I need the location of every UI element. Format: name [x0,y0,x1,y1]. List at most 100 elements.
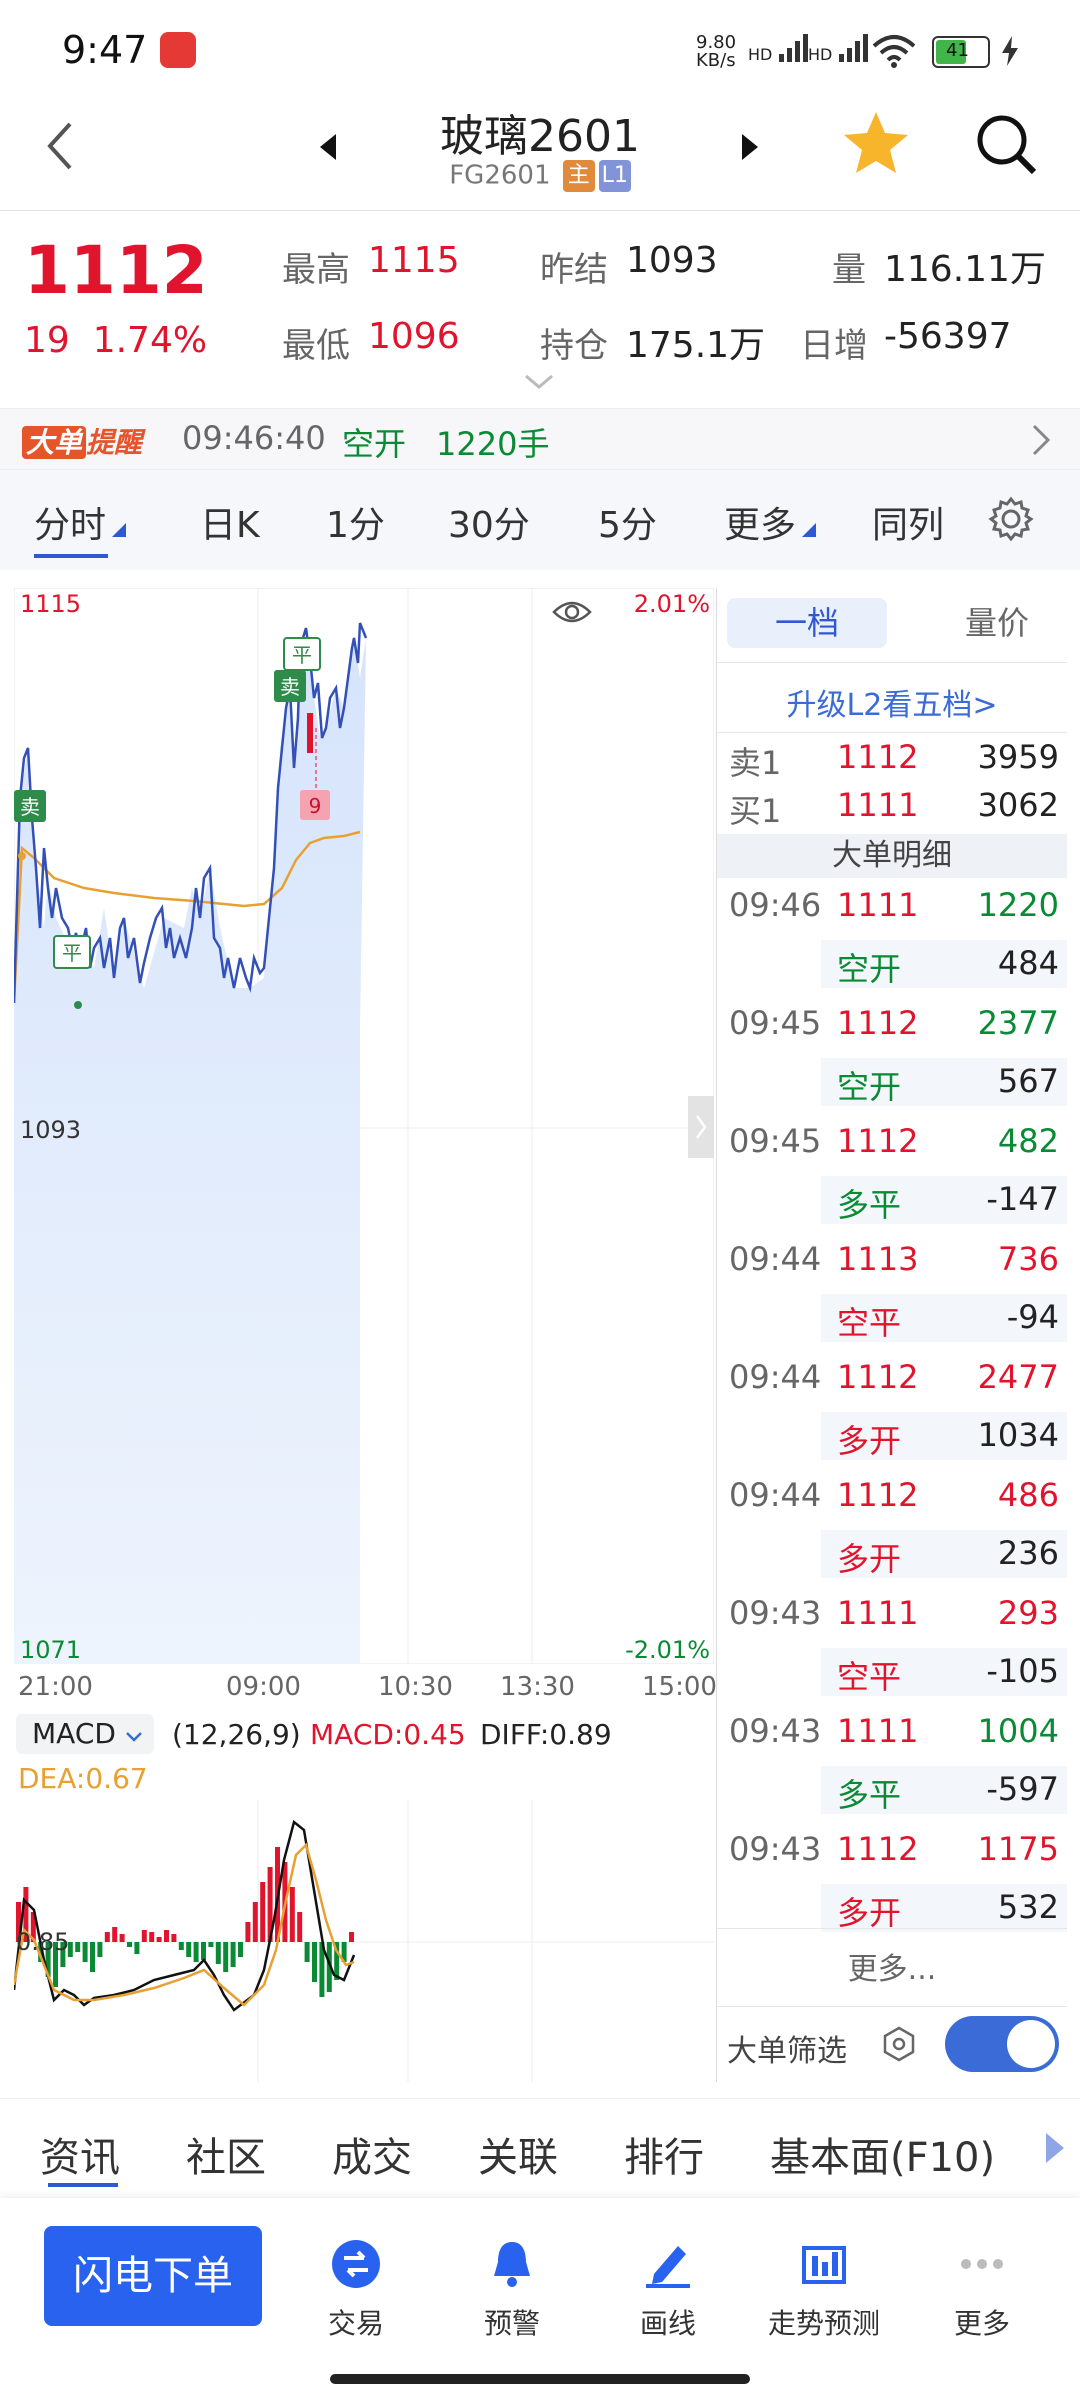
svg-text:卖: 卖 [20,795,40,819]
tab-level1[interactable]: 一档 [727,598,887,648]
tab-trades[interactable]: 成交 [332,2135,412,2181]
more-trades-link[interactable]: 更多... [847,1952,937,1987]
tab-community[interactable]: 社区 [186,2135,266,2181]
macd-bar [267,1867,273,1942]
macd-bar [349,1932,354,1942]
pct-bottom-label: -2.01% [625,1636,710,1664]
quote-panel: 1112 19 1.74% 最高 1115 最低 1096 昨结 1093 持仓… [0,210,1080,405]
tab-related[interactable]: 关联 [478,2135,558,2181]
forecast-button[interactable]: 走势预测 [754,2238,894,2342]
alert-type: 空开 [342,425,407,463]
settings-gear-icon[interactable] [988,496,1034,542]
search-icon[interactable] [974,112,1040,178]
tab-30min[interactable]: 30分 [448,505,530,546]
bottom-action-bar: 闪电下单 交易 预警 画线 走势预测 更多 [0,2198,1080,2400]
low-label: 最低 [282,326,350,366]
scroll-right-icon[interactable] [1044,2131,1066,2165]
close-marker-2[interactable] [283,637,321,671]
alert-quantity: 1220手 [436,425,550,463]
trade-marker-dot [18,852,26,860]
flash-order-button[interactable]: 闪电下单 [44,2226,262,2326]
macd-params: (12,26,9) [172,1718,301,1751]
news-tab-indicator [48,2183,118,2187]
expand-chevron-icon[interactable] [524,374,554,390]
trade-button[interactable]: 交易 [286,2238,426,2342]
macd-bar [334,1942,340,1980]
prev-settle-label: 昨结 [540,250,608,290]
more-dots-icon [961,2259,1003,2269]
x-label: 21:00 [18,1672,93,1702]
macd-bar [156,1937,162,1942]
macd-bar [60,1942,66,1967]
last-price: 1112 [24,232,208,309]
macd-bar [215,1942,221,1964]
macd-value: MACD:0.45 [310,1718,466,1751]
charging-icon [1002,36,1018,66]
trade-icon [332,2240,380,2288]
chart-svg: 卖 平 卖 平 9 1115 1093 1071 2.01% -2.01% [12,587,715,1944]
favorite-star-icon[interactable] [842,108,910,176]
macd-bar [45,1942,51,1977]
order-book-panel: 一档 量价 升级L2看五档> 卖1 1112 3959 买1 1111 3062 大单明… [716,588,1067,2082]
next-contract-icon[interactable] [738,132,762,162]
trade-detail-row: 多平 -147 [821,1176,1067,1224]
tab-1min[interactable]: 1分 [326,505,385,546]
trade-detail-row: 多开 532 [821,1884,1067,1932]
diff-value: DIFF:0.89 [480,1718,612,1751]
trade-detail-row: 多开 1034 [821,1412,1067,1460]
count-marker[interactable] [300,790,330,820]
tab-ranking[interactable]: 排行 [624,2135,704,2181]
trade-detail-row: 空平 -94 [821,1294,1067,1342]
intraday-chart[interactable]: 卖 平 卖 平 9 1115 1093 1071 2.01% -2.01% [12,587,715,1944]
tab-same-column[interactable]: 同列 [872,505,945,546]
sell-marker[interactable] [14,790,46,822]
macd-bar [75,1942,81,1952]
network-speed: 9.80 KB/s [696,32,737,71]
tab-fundamentals[interactable]: 基本面(F10) [770,2135,996,2181]
tab-more[interactable]: 更多 [724,496,817,548]
macd-bar [201,1942,206,1960]
macd-bar [149,1932,155,1942]
macd-bar [82,1942,88,1962]
draw-line-button[interactable]: 画线 [598,2238,738,2342]
low-value: 1096 [368,316,460,357]
macd-bar [245,1922,251,1942]
wifi-icon [872,35,916,68]
eye-icon[interactable] [552,601,592,623]
big-order-alert[interactable]: 大单 提醒 09:46:40 空开 1220手 [0,408,1080,470]
alert-button[interactable]: 预警 [442,2238,582,2342]
tab-intraday[interactable]: 分时 [34,496,127,548]
volume-value: 116.11万 [884,249,1046,290]
macd-bar [171,1934,177,1942]
back-icon[interactable] [40,118,80,174]
macd-bar [97,1942,103,1957]
big-order-filter-label: 大单筛选 [727,2034,847,2069]
tab-daily-k[interactable]: 日K [200,505,260,546]
sell-marker-2[interactable] [274,670,306,702]
close-marker[interactable] [53,935,91,969]
tab-volume-price[interactable]: 量价 [964,604,1029,642]
big-order-section-title: 大单明细 [717,834,1067,878]
prev-contract-icon[interactable] [316,132,340,162]
indicator-select[interactable]: MACD [16,1714,154,1754]
chevron-right-icon[interactable] [1030,423,1052,457]
volume-label: 量 [832,250,866,290]
high-label: 最高 [282,250,350,290]
tab-news[interactable]: 资讯 [40,2135,120,2181]
macd-chart: 0.85 [14,1800,714,2082]
macd-bar [252,1902,258,1942]
tab-5min[interactable]: 5分 [598,505,657,546]
header: 玻璃2601 FG2601 主 L1 [0,100,1080,211]
diff-line [14,1819,356,2012]
filter-settings-icon[interactable] [879,2024,919,2064]
big-order-filter-toggle[interactable] [945,2016,1059,2072]
svg-text:卖: 卖 [280,675,300,699]
macd-bar [341,1942,347,1962]
drawer-handle[interactable] [688,1096,714,1158]
prev-settle-value: 1093 [626,240,718,281]
upgrade-l2-link[interactable]: 升级L2看五档> [786,688,998,723]
svg-text:9: 9 [309,794,322,818]
app-notification-icon [160,32,196,68]
more-button[interactable]: 更多 [912,2238,1052,2342]
macd-bar [230,1942,236,1967]
